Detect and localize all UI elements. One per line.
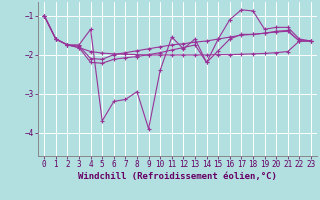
X-axis label: Windchill (Refroidissement éolien,°C): Windchill (Refroidissement éolien,°C) — [78, 172, 277, 181]
